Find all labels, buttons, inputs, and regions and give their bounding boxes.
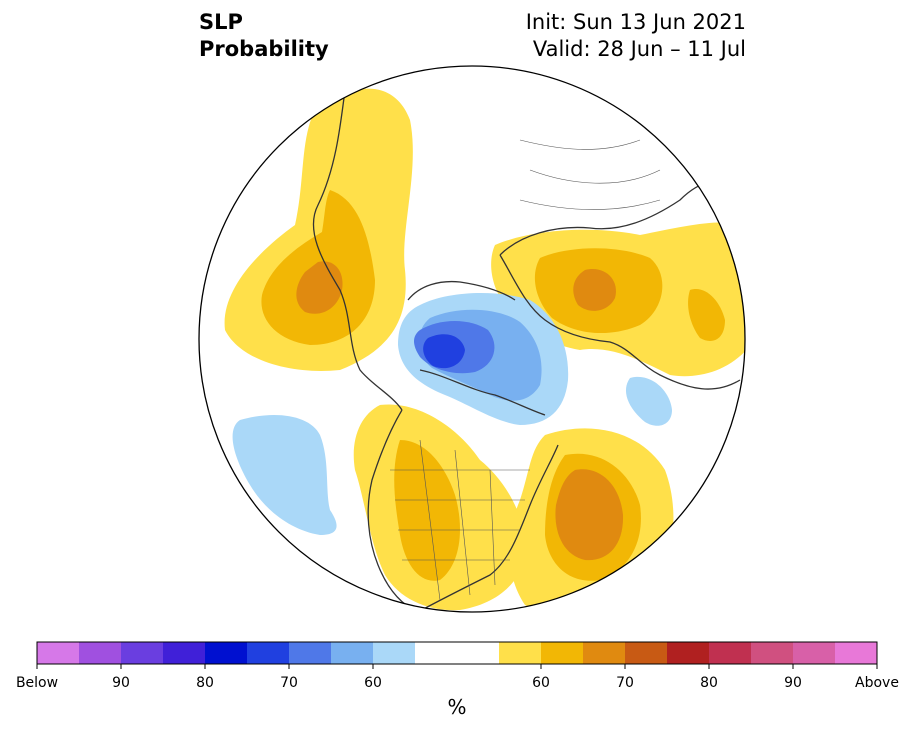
colorbar-swatch <box>247 642 290 664</box>
colorbar-tick-label: 60 <box>532 675 550 691</box>
colorbar-swatch <box>37 642 80 664</box>
colorbar-tick-label: 80 <box>700 675 718 691</box>
anomaly-north-atlantic <box>509 428 674 612</box>
borders <box>390 139 661 601</box>
colorbar-frame <box>36 641 878 665</box>
colorbar-swatch <box>121 642 164 664</box>
quantity-label: Probability <box>199 37 329 61</box>
colorbar-swatch <box>457 642 500 664</box>
colorbar-swatch <box>751 642 794 664</box>
colorbar-swatches <box>37 642 878 664</box>
colorbar-tick-label: Below <box>15 675 59 691</box>
colorbar-ticks <box>36 664 878 669</box>
colorbar-swatch <box>835 642 878 664</box>
anomaly-east-pacific <box>232 415 337 535</box>
colorbar-swatch <box>331 642 374 664</box>
colorbar-swatch <box>709 642 752 664</box>
colorbar-tick-label: 70 <box>616 675 634 691</box>
map-title-right: Init: Sun 13 Jun 2021 Valid: 28 Jun – 11… <box>526 9 746 63</box>
colorbar-tick-label: 80 <box>196 675 214 691</box>
colorbar-swatch <box>373 642 416 664</box>
colorbar-swatch <box>625 642 668 664</box>
anomaly-west-europe <box>625 376 672 426</box>
colorbar-tick-label: 60 <box>364 675 382 691</box>
init-date-label: Init: Sun 13 Jun 2021 <box>525 10 746 34</box>
colorbar-swatch <box>499 642 542 664</box>
colorbar-tick-label: 90 <box>784 675 802 691</box>
anomaly-greenland <box>398 293 569 425</box>
colorbar-swatch <box>667 642 710 664</box>
colorbar-swatch <box>79 642 122 664</box>
anomaly-north-america <box>353 404 526 611</box>
colorbar-swatch <box>289 642 332 664</box>
colorbar-tick-label: Above <box>855 675 899 691</box>
variable-label: SLP <box>199 10 243 34</box>
colorbar-swatch <box>205 642 248 664</box>
globe-boundary <box>198 65 746 613</box>
map-field <box>199 66 745 612</box>
colorbar-swatch <box>163 642 206 664</box>
valid-range-label: Valid: 28 Jun – 11 Jul <box>532 37 746 61</box>
polar-map <box>198 65 746 613</box>
map-title-left: SLP Probability <box>199 9 329 63</box>
colorbar-swatch <box>583 642 626 664</box>
colorbar-tick-label: 90 <box>112 675 130 691</box>
colorbar-swatch <box>793 642 836 664</box>
anomaly-north-pacific <box>224 88 413 371</box>
colorbar-unit: % <box>447 695 467 719</box>
colorbar-swatch <box>541 642 584 664</box>
colorbar-swatch <box>415 642 458 664</box>
colorbar-tick-label: 70 <box>280 675 298 691</box>
colorbar <box>36 641 878 669</box>
